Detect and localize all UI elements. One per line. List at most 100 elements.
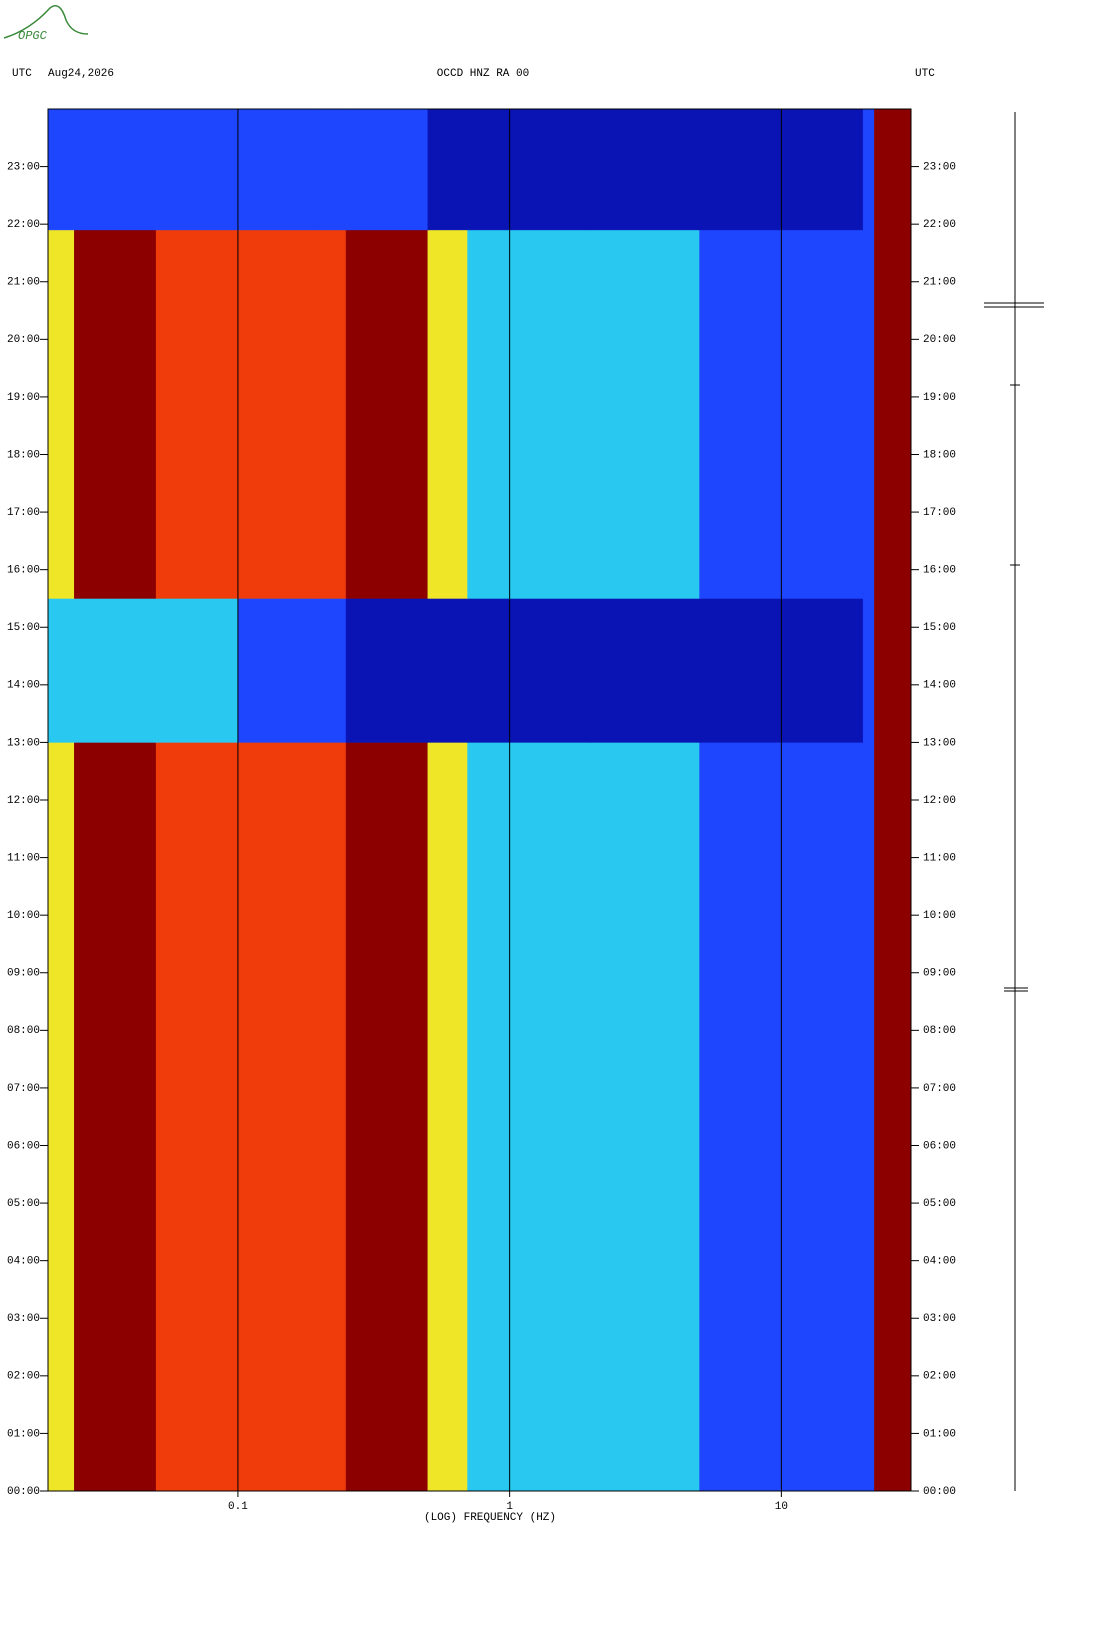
heatmap-cell (237, 598, 320, 743)
y-tick-label: 15:00 (923, 622, 956, 634)
heatmap-cell (74, 108, 157, 231)
heatmap-cell (591, 742, 700, 1492)
heatmap-cell (155, 229, 239, 599)
x-tick-label: 10 (775, 1501, 788, 1513)
y-tick-label: 11:00 (923, 852, 956, 864)
y-tick-label: 19:00 (7, 392, 40, 404)
heatmap-cell (862, 598, 875, 743)
heatmap-cell (591, 108, 700, 231)
y-tick-label: 22:00 (923, 219, 956, 231)
y-tick-label: 02:00 (923, 1371, 956, 1383)
heatmap-cell (427, 229, 468, 599)
heatmap-cell (427, 108, 468, 231)
y-tick-label: 05:00 (923, 1198, 956, 1210)
heatmap-cell (74, 742, 157, 1492)
y-tick-label: 11:00 (7, 852, 40, 864)
y-tick-label: 15:00 (7, 622, 40, 634)
chart-title: OCCD HNZ RA 00 (437, 68, 529, 80)
heatmap-cell (237, 742, 320, 1492)
heatmap-cell (319, 229, 347, 599)
heatmap-cell (345, 108, 429, 231)
heatmap-cell (345, 229, 429, 599)
y-tick-label: 12:00 (7, 795, 40, 807)
x-axis-label: (LOG) FREQUENCY (HZ) (424, 1512, 556, 1524)
heatmap-cell (874, 229, 912, 599)
y-tick-label: 12:00 (923, 795, 956, 807)
heatmap-cell (427, 742, 468, 1492)
heatmap-cell (862, 742, 875, 1492)
logo-curve (3, 5, 89, 39)
time-zone-left: UTC (12, 68, 32, 80)
heatmap-cell (47, 229, 75, 599)
heatmap-cell (319, 742, 347, 1492)
seismogram (984, 112, 1044, 1491)
heatmap-cell (591, 229, 700, 599)
heatmap-cell (74, 598, 157, 743)
y-tick-label: 23:00 (7, 161, 40, 173)
heatmap-cell (47, 108, 75, 231)
y-tick-label: 13:00 (923, 737, 956, 749)
heatmap-cell (509, 742, 592, 1492)
heatmap-cell (155, 598, 239, 743)
heatmap-cell (467, 229, 510, 599)
heatmap-cell (345, 742, 429, 1492)
heatmap-cell (237, 108, 320, 231)
time-zone-right: UTC (915, 68, 935, 80)
y-tick-label: 04:00 (923, 1256, 956, 1268)
x-tick-label: 0.1 (228, 1501, 248, 1513)
heatmap-cell (237, 229, 320, 599)
heatmap-cell (319, 598, 347, 743)
y-tick-label: 18:00 (7, 449, 40, 461)
y-tick-label: 06:00 (7, 1140, 40, 1152)
y-tick-label: 08:00 (7, 1025, 40, 1037)
y-tick-label: 09:00 (7, 968, 40, 980)
y-tick-label: 01:00 (923, 1428, 956, 1440)
heatmap-cell (467, 742, 510, 1492)
y-tick-label: 23:00 (923, 161, 956, 173)
y-tick-label: 14:00 (923, 680, 956, 692)
y-tick-label: 21:00 (7, 277, 40, 289)
y-tick-label: 07:00 (923, 1083, 956, 1095)
y-tick-label: 00:00 (7, 1486, 40, 1498)
heatmap-cell (862, 108, 875, 231)
y-tick-label: 05:00 (7, 1198, 40, 1210)
heatmap-cell (74, 229, 157, 599)
y-tick-label: 19:00 (923, 392, 956, 404)
heatmap-cell (874, 108, 912, 231)
heatmap-cell (427, 598, 468, 743)
y-tick-label: 08:00 (923, 1025, 956, 1037)
y-tick-label: 01:00 (7, 1428, 40, 1440)
y-tick-label: 03:00 (7, 1313, 40, 1325)
y-tick-label: 22:00 (7, 219, 40, 231)
heatmap-cell (155, 108, 239, 231)
x-tick-label: 1 (506, 1501, 513, 1513)
y-tick-label: 09:00 (923, 968, 956, 980)
y-tick-label: 17:00 (7, 507, 40, 519)
logo: OPGC (18, 29, 48, 43)
heatmap-cell (319, 108, 347, 231)
y-tick-label: 17:00 (923, 507, 956, 519)
y-tick-label: 21:00 (923, 277, 956, 289)
y-tick-label: 20:00 (7, 334, 40, 346)
y-tick-label: 03:00 (923, 1313, 956, 1325)
y-tick-label: 04:00 (7, 1256, 40, 1268)
heatmap-cell (509, 598, 592, 743)
y-tick-label: 10:00 (7, 910, 40, 922)
heatmap-cell (509, 229, 592, 599)
y-tick-label: 00:00 (923, 1486, 956, 1498)
y-tick-label: 02:00 (7, 1371, 40, 1383)
y-tick-label: 13:00 (7, 737, 40, 749)
y-tick-label: 06:00 (923, 1140, 956, 1152)
heatmap-cell (591, 598, 700, 743)
heatmap-cell (467, 108, 510, 231)
y-tick-label: 18:00 (923, 449, 956, 461)
heatmap-cell (862, 229, 875, 599)
y-tick-label: 16:00 (7, 565, 40, 577)
heatmap-cell (47, 742, 75, 1492)
heatmap-cell (874, 742, 912, 1492)
y-tick-label: 20:00 (923, 334, 956, 346)
heatmap-cell (155, 742, 239, 1492)
y-tick-label: 10:00 (923, 910, 956, 922)
